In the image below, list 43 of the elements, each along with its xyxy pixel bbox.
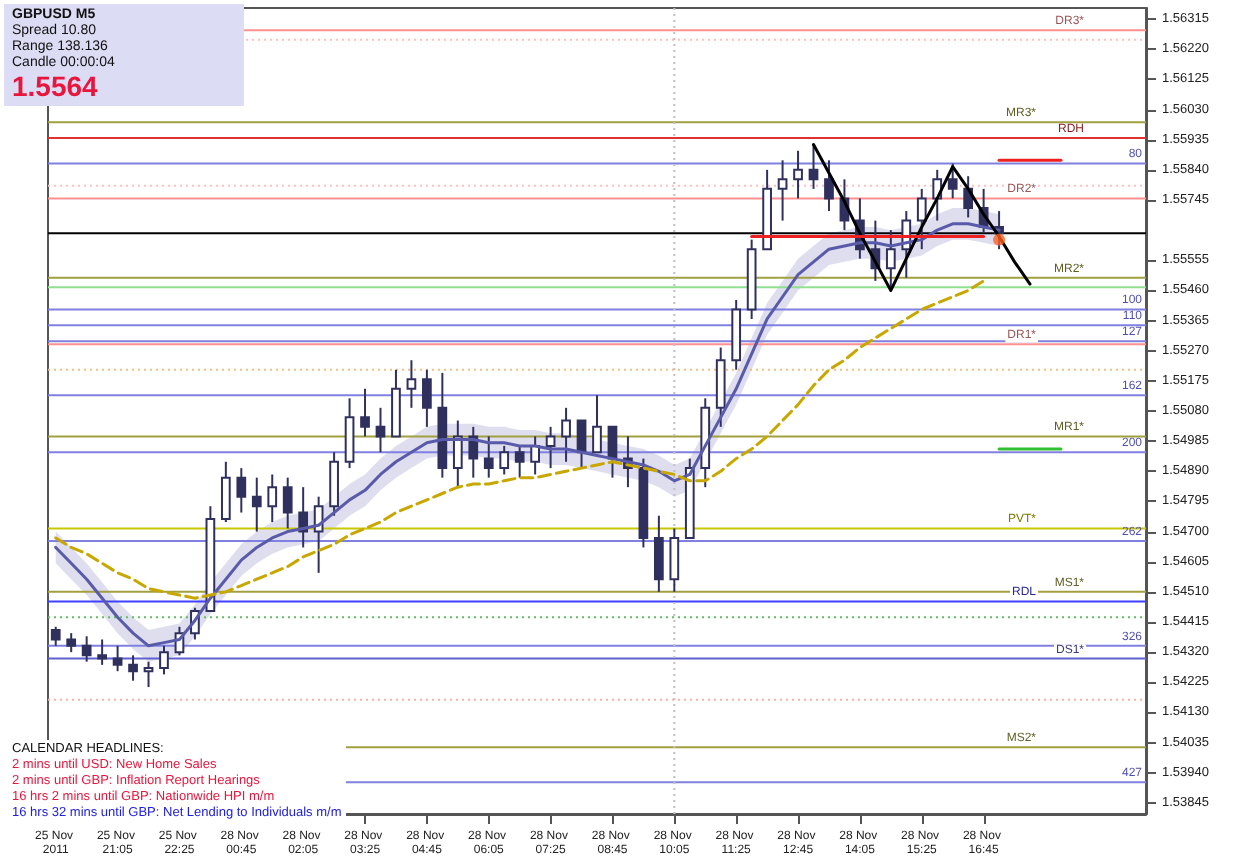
- candlestick: [715, 346, 726, 428]
- candlestick: [793, 149, 803, 200]
- candlestick: [808, 143, 819, 190]
- candlestick: [236, 467, 247, 514]
- candlestick: [159, 644, 169, 676]
- candlestick: [777, 159, 788, 222]
- candlestick: [468, 425, 479, 479]
- candlestick: [267, 473, 278, 524]
- candlestick: [947, 162, 958, 200]
- candlestick: [422, 368, 432, 428]
- candlestick: [514, 444, 525, 479]
- candlestick: [50, 625, 61, 647]
- candlestick: [360, 387, 370, 438]
- candlestick: [592, 394, 602, 454]
- candlestick: [452, 419, 463, 489]
- candlestick: [406, 359, 417, 409]
- candlestick: [375, 406, 386, 454]
- candlestick: [220, 460, 231, 524]
- line-series: [54, 279, 986, 600]
- candlestick: [483, 435, 494, 479]
- candlestick: [298, 486, 309, 549]
- candlestick: [81, 635, 92, 663]
- candlestick: [530, 435, 541, 476]
- annotation: 1.5564: [12, 70, 100, 102]
- candlestick: [329, 451, 339, 517]
- candlestick: [561, 406, 571, 463]
- candlestick: [669, 527, 680, 593]
- candlestick: [143, 660, 154, 689]
- candlestick: [251, 476, 262, 533]
- candlestick: [885, 229, 896, 292]
- candlestick: [499, 444, 510, 476]
- candlestick: [112, 644, 123, 673]
- candlestick: [313, 495, 324, 574]
- candlestick: [916, 187, 927, 251]
- candlestick: [391, 368, 401, 438]
- candlestick: [545, 425, 556, 470]
- candlestick: [344, 397, 355, 470]
- candlestick: [128, 654, 138, 682]
- candlestick: [653, 514, 664, 593]
- candlestick: [824, 159, 834, 213]
- candlestick: [97, 638, 107, 666]
- candlestick: [66, 632, 77, 654]
- candlestick: [282, 476, 293, 530]
